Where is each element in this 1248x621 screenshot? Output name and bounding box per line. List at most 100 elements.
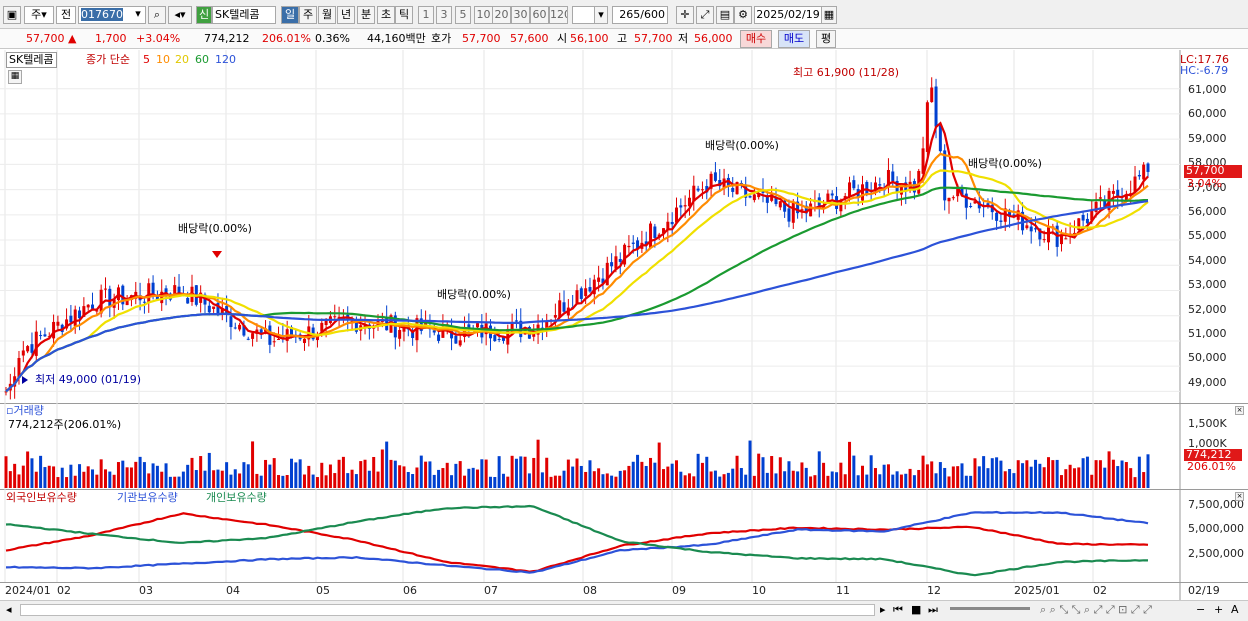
volume-bar (627, 465, 631, 488)
interval-button[interactable]: 20 (492, 6, 511, 24)
eval-button[interactable]: 평 (816, 30, 836, 48)
speaker-icon[interactable]: ◂▾ (168, 6, 192, 24)
gear-icon[interactable]: ⚙ (734, 6, 752, 24)
holdings-panel-border (0, 489, 1248, 490)
candle-body (203, 294, 207, 305)
candle-body (705, 186, 709, 193)
period-select[interactable]: 주▾ (24, 6, 54, 24)
scroll-left-icon[interactable]: ◂ (6, 603, 12, 616)
candle-body (1047, 227, 1051, 243)
volume-bar (1064, 469, 1068, 488)
calendar-icon[interactable]: ▦ (821, 6, 837, 24)
close-icon[interactable]: × (1235, 406, 1244, 415)
interval-button[interactable]: 5 (455, 6, 471, 24)
interval-button[interactable]: 1 (418, 6, 434, 24)
candle-body (216, 302, 220, 314)
window-icon[interactable]: ▣ (3, 6, 21, 24)
period-button[interactable]: 초 (377, 6, 395, 24)
period-button[interactable]: 월 (318, 6, 336, 24)
price-info-bar: 57,700 ▲ 1,700 +3.04% 774,212 206.01% 0.… (0, 29, 1248, 49)
candle-body (1077, 218, 1081, 230)
stock-name[interactable]: SK텔레콤 (212, 6, 276, 24)
candle-body (52, 321, 56, 339)
interval-button[interactable]: 10 (474, 6, 493, 24)
calculator-icon[interactable]: ▦ (8, 70, 22, 84)
scroll-track[interactable] (20, 604, 875, 616)
period-button[interactable]: 틱 (395, 6, 413, 24)
zoom-slider[interactable] (950, 607, 1030, 610)
volume-bar (584, 471, 588, 488)
volume-bar (47, 465, 51, 488)
price-ytick: 52,000 (1188, 302, 1227, 316)
date-input[interactable]: 2025/02/19 (754, 6, 822, 24)
candle-body (17, 357, 21, 378)
forward-icon[interactable]: ⏭ (928, 603, 938, 616)
volume-bar (437, 469, 441, 488)
draw-icon[interactable]: ⤢ (696, 6, 714, 24)
volume-bar (372, 456, 376, 488)
candle-body (1072, 232, 1076, 235)
crosshair-icon[interactable]: ✛ (676, 6, 694, 24)
zoom-in-icon[interactable]: + (1214, 603, 1224, 616)
candle-body (1012, 214, 1016, 217)
interval-button[interactable]: 60 (530, 6, 549, 24)
volume-bar (964, 475, 968, 488)
volume-bar (1016, 460, 1020, 488)
volume-ytick: 1,000K (1188, 437, 1227, 450)
period-button[interactable]: 분 (357, 6, 375, 24)
candle-body (605, 262, 609, 286)
volume-bar (39, 455, 43, 488)
chevron-down-icon[interactable]: ▾ (594, 6, 608, 24)
text-size-icon[interactable]: A (1231, 603, 1239, 616)
sell-button[interactable]: 매도 (778, 30, 810, 48)
volume-bar (1003, 471, 1007, 488)
volume-bar (934, 473, 938, 488)
volume-bar (722, 474, 726, 488)
buy-button[interactable]: 매수 (740, 30, 772, 48)
price-ytick: 57,000 (1188, 180, 1227, 194)
scroll-right-icon[interactable]: ▸ (880, 603, 886, 616)
turnover-rate: 0.36% (315, 32, 350, 45)
volume-bar (432, 474, 436, 488)
close-icon[interactable]: × (1235, 492, 1244, 501)
interval-button[interactable]: 120 (549, 6, 568, 24)
chevron-down-icon[interactable]: ▾ (135, 7, 141, 20)
volume-bar (233, 469, 237, 488)
stop-icon[interactable]: ■ (911, 603, 922, 616)
candle-body (912, 181, 916, 193)
candle-body (1098, 197, 1102, 199)
volume-bar (549, 476, 553, 488)
volume-bar (103, 469, 107, 488)
volume-bar (493, 477, 497, 488)
period-button[interactable]: 일 (281, 6, 299, 24)
volume-bar (601, 474, 605, 488)
rewind-icon[interactable]: ⏮ (893, 603, 903, 616)
save-icon[interactable]: ▤ (716, 6, 734, 24)
volume-bar (791, 470, 795, 488)
period-button[interactable]: 주 (299, 6, 317, 24)
zoom-toolbar-icons[interactable]: ⌕ ⌕ ⤡ ⤡ ⌕ ⤢ ⤢ ⊡ ⤢ ⤢ (1040, 603, 1152, 616)
candle-body (207, 305, 211, 313)
period-button[interactable]: 년 (337, 6, 355, 24)
interval-button[interactable]: 30 (511, 6, 530, 24)
scroll-bar[interactable]: ◂ ▸ ⏮ ■ ⏭ ⌕ ⌕ ⤡ ⤡ ⌕ ⤢ ⤢ ⊡ ⤢ ⤢ − + A (0, 600, 1248, 621)
volume-bar (687, 473, 691, 488)
candle-body (752, 194, 756, 201)
volume-bar (398, 465, 402, 488)
search-icon[interactable]: ⌕ (148, 6, 166, 24)
search-mode[interactable]: 전 (56, 6, 76, 24)
candle-body (142, 301, 146, 303)
candle-body (290, 326, 293, 338)
stock-code-input[interactable]: 017670 (78, 6, 146, 24)
volume-bar (264, 459, 268, 488)
volume-title: ▫거래량 (6, 404, 44, 417)
interval-button[interactable]: 3 (436, 6, 452, 24)
candle-body (43, 334, 47, 337)
candle-body (990, 204, 994, 213)
zoom-out-icon[interactable]: − (1196, 603, 1206, 616)
candle-body (830, 193, 834, 196)
stock-title[interactable]: SK텔레콤 (6, 52, 57, 68)
candle-body (973, 201, 977, 204)
count-input[interactable]: 265/600 (612, 6, 668, 24)
